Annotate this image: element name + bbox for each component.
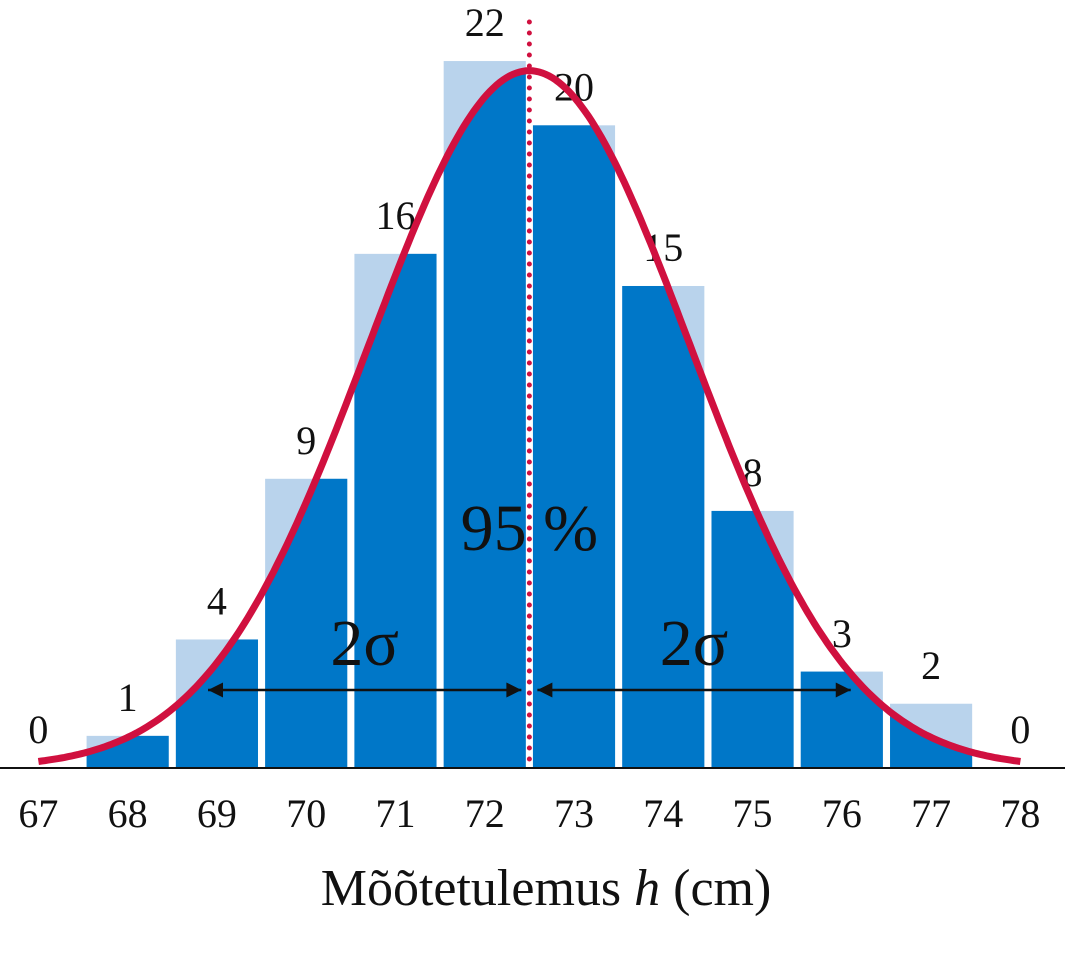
x-label-word: Mõõtetulemus: [321, 860, 621, 917]
bar-under-curve: [443, 70, 526, 768]
x-tick-label: 72: [465, 791, 505, 836]
x-tick-label: 74: [643, 791, 683, 836]
x-tick-label: 67: [18, 791, 58, 836]
x-label-unit: (cm): [673, 860, 771, 917]
x-tick-label: 73: [554, 791, 594, 836]
x-tick-label: 68: [108, 791, 148, 836]
value-label: 1: [118, 675, 138, 720]
value-label: 16: [375, 193, 415, 238]
bar-under-curve: [532, 125, 616, 768]
value-label: 4: [207, 579, 227, 624]
normal-curve: [37, 67, 1021, 765]
bars-under-curve: [86, 70, 973, 768]
value-label: 0: [28, 707, 48, 752]
x-tick-label: 75: [733, 791, 773, 836]
x-axis-label: Mõõtetulemus h (cm): [321, 860, 772, 917]
overlay: 0671684699701671227220731574875376277078…: [18, 0, 1040, 836]
x-tick-label: 70: [286, 791, 326, 836]
x-tick-label: 71: [375, 791, 415, 836]
sigma-label: 2σ: [330, 607, 399, 680]
value-label: 2: [921, 643, 941, 688]
value-label: 22: [465, 0, 505, 45]
x-tick-label: 78: [1000, 791, 1040, 836]
sigma-label: 2σ: [660, 607, 729, 680]
value-label: 9: [296, 418, 316, 463]
area-label: 95 %: [461, 492, 598, 565]
x-tick-label: 77: [911, 791, 951, 836]
x-label-symbol: h: [634, 860, 660, 917]
x-tick-label: 69: [197, 791, 237, 836]
value-label: 3: [832, 611, 852, 656]
value-label: 0: [1010, 707, 1030, 752]
x-tick-label: 76: [822, 791, 862, 836]
